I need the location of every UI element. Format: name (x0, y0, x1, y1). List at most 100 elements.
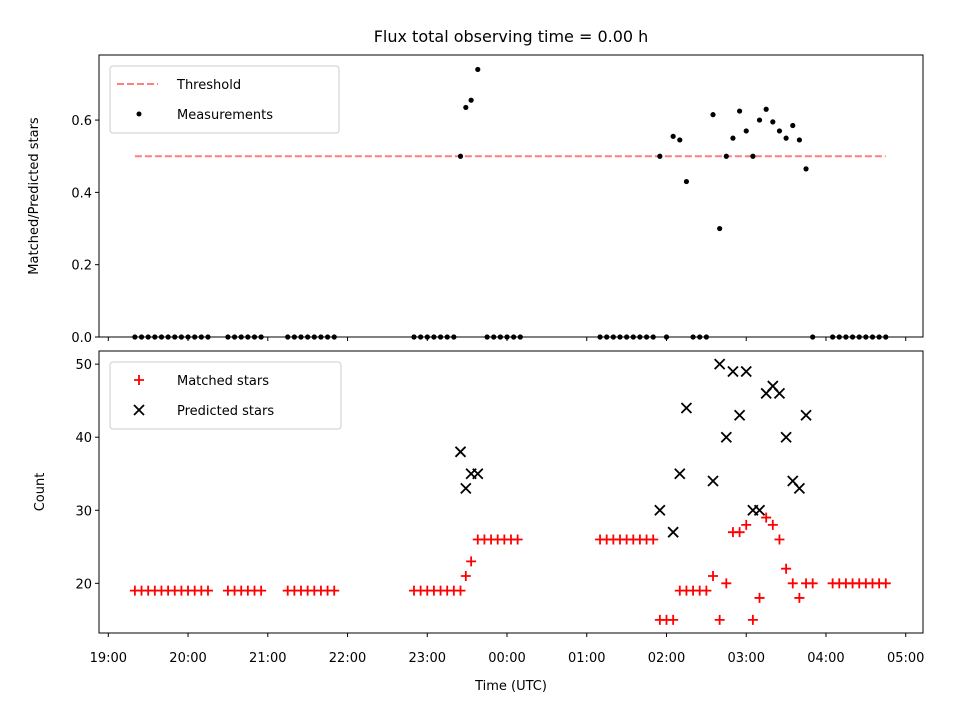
measurement-point (783, 135, 789, 141)
predicted-legend-label: Predicted stars (177, 404, 274, 419)
matched-legend-label: Matched stars (177, 374, 269, 389)
predicted-star-point (733, 409, 746, 421)
matched-star-point (747, 614, 758, 625)
predicted-star-point (472, 468, 484, 480)
measurement-point (756, 117, 763, 123)
top-y-tick-label: 0.0 (71, 331, 92, 346)
predicted-legend-marker (133, 404, 145, 416)
top-legend: Threshold Measurements (109, 65, 340, 134)
predicted-star-point (727, 365, 739, 378)
measurement-point (776, 128, 783, 134)
predicted-star-point (667, 526, 679, 538)
predicted-star-point (720, 431, 732, 443)
x-tick-label: 02:00 (648, 651, 685, 666)
x-tick-label: 04:00 (807, 651, 844, 666)
x-tick-label: 05:00 (887, 651, 924, 666)
matched-star-point (668, 614, 679, 625)
predicted-star-point (707, 475, 719, 487)
predicted-star-point (780, 431, 792, 443)
matched-star-point (880, 578, 891, 589)
matched-legend-marker (134, 375, 144, 385)
matched-star-point (787, 578, 798, 589)
threshold-legend-label: Threshold (176, 78, 241, 93)
predicted-star-point (753, 504, 766, 516)
matched-star-point (455, 585, 466, 596)
bottom-y-tick-label: 20 (75, 577, 92, 592)
measurement-point (796, 137, 803, 143)
matched-star-point (512, 534, 523, 545)
x-axis-label: Time (UTC) (474, 679, 547, 694)
x-tick-label: 21:00 (249, 651, 286, 666)
measurement-point (803, 166, 809, 172)
matched-star-point (794, 592, 805, 603)
top-y-axis-label: Matched/Predicted stars (27, 117, 42, 275)
matched-star-point (721, 578, 732, 589)
x-tick-label: 23:00 (409, 651, 446, 666)
bottom-y-tick-label: 40 (75, 431, 92, 446)
measurement-point (750, 153, 756, 159)
measurement-point (463, 104, 469, 111)
x-tick-label: 01:00 (568, 651, 605, 666)
matched-star-point (648, 534, 659, 545)
predicted-star-point (454, 446, 467, 458)
matched-star-point (329, 585, 340, 596)
x-tick-label: 20:00 (169, 651, 206, 666)
x-tick-label: 03:00 (728, 651, 765, 666)
top-legend-box (109, 65, 340, 134)
x-tick-label: 00:00 (488, 651, 525, 666)
top-plot-frame (98, 54, 924, 338)
figure-title: Flux total observing time = 0.00 h (374, 27, 649, 46)
matched-star-point (701, 585, 712, 596)
measurement-point (763, 106, 769, 112)
measurement-point (475, 66, 481, 73)
bottom-panel: 20 30 40 50 19:00 20:00 21:00 22:00 23:00 00:00 0… (33, 350, 924, 694)
predicted-star-point (714, 358, 726, 370)
matched-star-point (466, 556, 477, 567)
bottom-legend: Matched stars Predicted stars (109, 361, 342, 430)
measurement-point (736, 108, 743, 114)
matched-star-point (774, 534, 785, 545)
measurement-point (743, 128, 749, 134)
bottom-legend-box (109, 361, 342, 430)
measurement-point (790, 122, 796, 129)
matched-star-point (741, 519, 752, 530)
predicted-star-point (654, 504, 666, 516)
predicted-star-point (793, 482, 806, 494)
measurement-point (730, 135, 736, 141)
matched-star-point (202, 585, 213, 596)
measurements-legend-marker (136, 111, 142, 117)
matched-star-point (807, 578, 818, 589)
x-tick-label: 22:00 (329, 651, 366, 666)
matched-star-point (754, 592, 765, 603)
measurement-point (457, 153, 464, 159)
matched-star-point (460, 571, 471, 582)
matched-star-point (714, 614, 725, 625)
matched-star-point (781, 563, 792, 574)
top-y-tick-label: 0.2 (71, 259, 92, 274)
predicted-star-point (680, 402, 693, 414)
bottom-plot-frame (98, 350, 924, 634)
predicted-star-point (460, 482, 472, 494)
matched-star-point (256, 585, 267, 596)
bottom-y-tick-label: 30 (75, 504, 92, 519)
predicted-star-point (740, 365, 752, 378)
measurement-point (770, 119, 776, 125)
measurement-point (710, 112, 716, 118)
bottom-y-axis-label: Count (33, 473, 48, 512)
bottom-y-tick-label: 50 (75, 358, 92, 373)
predicted-star-point (773, 387, 786, 400)
x-tick-label: 19:00 (90, 651, 127, 666)
top-y-tick-label: 0.4 (71, 186, 92, 201)
measurement-point (670, 133, 676, 139)
matched-star-point (734, 527, 745, 538)
matched-star-point (767, 519, 778, 530)
measurement-point (677, 137, 683, 143)
matched-star-point (761, 512, 772, 523)
measurement-point (683, 178, 690, 185)
measurement-point (468, 97, 474, 103)
measurement-point (657, 153, 663, 159)
measurements-legend-label: Measurements (177, 108, 273, 123)
top-y-tick-label: 0.6 (71, 114, 92, 129)
matched-star-point (708, 571, 719, 582)
